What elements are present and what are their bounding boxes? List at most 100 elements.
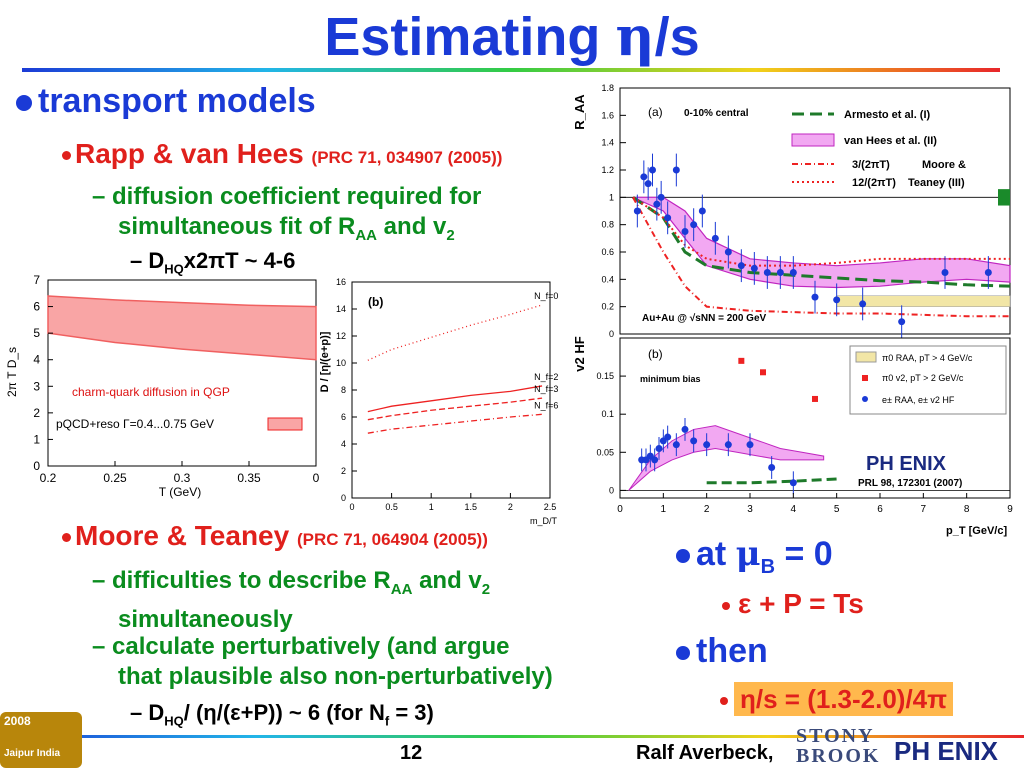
data-point [737, 262, 745, 270]
difficulty-text: – difficulties to describe RAA and v2 si… [92, 567, 491, 633]
y-tick-label: 10 [336, 358, 346, 368]
norm-box [998, 189, 1010, 206]
panel-label: (a) [648, 105, 663, 119]
bullet-rapp: Rapp & van Hees (PRC 71, 034907 (2005)) [62, 138, 502, 170]
pi0-v2-point [738, 357, 745, 364]
y-tick-label: 12 [336, 331, 346, 341]
x-tick-label: 0.5 [385, 502, 398, 512]
data-point [724, 441, 732, 449]
legend-label: pQCD+reso Γ=0.4...0.75 GeV [56, 417, 214, 431]
data-point [724, 248, 732, 256]
conference-logo: 2008 Jaipur India [0, 712, 82, 768]
data-point [789, 479, 797, 487]
legend-vanhees-swatch [791, 133, 835, 147]
panel-label: (b) [648, 347, 663, 361]
legend-label: 3/(2πT) [852, 159, 890, 171]
bullet-at-mu: at μB = 0 [676, 534, 833, 579]
collision-label: Au+Au @ √sNN = 200 GeV [642, 313, 767, 324]
series-label: N_f=2 [534, 372, 558, 382]
x-axis-label: T (GeV) [159, 485, 201, 499]
data-point [664, 214, 672, 222]
legend-label: Moore & [922, 159, 966, 171]
y-tick-label: 0.6 [601, 247, 614, 257]
series-label: N_f=6 [534, 400, 558, 410]
bullet-icon [62, 533, 71, 543]
page-number: 12 [400, 742, 423, 764]
series-line [367, 413, 543, 434]
y-tick-label: 6 [33, 300, 40, 314]
diffusion-text: – diffusion coefficient required for sim… [92, 183, 482, 244]
data-point [644, 180, 652, 188]
x-tick-label: 8 [964, 504, 970, 515]
data-point [711, 234, 719, 242]
legend-swatch [267, 417, 303, 431]
data-point [664, 433, 672, 441]
author-name: Ralf Averbeck, [636, 742, 774, 764]
bullet-icon [722, 601, 730, 610]
data-point [763, 269, 771, 276]
phenix-logo: PH ENIX [866, 453, 947, 475]
legend-label: Teaney (III) [908, 177, 965, 189]
bullet-icon [62, 151, 71, 161]
y-tick-label: 0.4 [601, 274, 614, 284]
y-tick-label: 4 [33, 353, 40, 367]
reference-label: PRL 98, 172301 (2007) [858, 478, 962, 489]
y-tick-label: 0.05 [596, 447, 614, 457]
x-axis-label: m_D/T [530, 516, 558, 526]
panel-label: (b) [368, 295, 383, 309]
y-tick-label: 3 [33, 379, 40, 393]
y-tick-label: 0 [341, 493, 346, 503]
y-tick-label: 14 [336, 304, 346, 314]
data-point [698, 207, 706, 215]
data-point [833, 296, 841, 304]
data-point [811, 293, 819, 301]
y-tick-label: 2 [33, 406, 40, 420]
series-line [367, 397, 543, 421]
series-line [367, 385, 543, 413]
y-tick-label: 1.4 [601, 138, 614, 148]
y-tick-label: 8 [341, 385, 346, 395]
series-label: N_f=0 [534, 291, 558, 301]
data-point [681, 425, 689, 433]
data-point [690, 221, 698, 229]
y-tick-label: 6 [341, 412, 346, 422]
legend-label: π0 v2, pT > 2 GeV/c [882, 373, 964, 383]
legend-swatch [862, 375, 868, 381]
legend-label: van Hees et al. (II) [844, 135, 937, 147]
bullet-then: then [676, 632, 768, 671]
x-tick-label: 0.35 [237, 471, 261, 485]
y-tick-label: 2 [341, 466, 346, 476]
y-axis-label: D / [η/(e+p)] [319, 331, 331, 392]
x-tick-label: 0 [617, 504, 623, 515]
y-tick-label: 0.2 [601, 302, 614, 312]
x-tick-label: 4 [791, 504, 797, 515]
series-line [367, 304, 543, 361]
dhq-text: – DHQx2πT ~ 4-6 [130, 248, 296, 277]
bullet-moore: Moore & Teaney (PRC 71, 064904 (2005)) [62, 520, 488, 552]
dhq2-text: – DHQ/ (η/(ε+P)) ~ 6 (for Nf = 3) [130, 700, 434, 729]
data-point [859, 300, 867, 308]
y-tick-label: 0 [33, 459, 40, 473]
data-point [672, 441, 680, 449]
data-point [649, 166, 656, 174]
y-tick-label: 1 [609, 192, 614, 202]
x-tick-label: 0.25 [103, 471, 127, 485]
footer-rule [0, 735, 1024, 738]
result-highlight: η/s = (1.3-2.0)/4π [734, 682, 954, 716]
data-point [941, 269, 949, 276]
data-point [746, 441, 754, 449]
x-tick-label: 1 [661, 504, 667, 515]
x-tick-label: 0 [349, 502, 354, 512]
y-axis-label: v2 HF [572, 336, 587, 371]
legend-label: Armesto et al. (I) [844, 109, 931, 121]
bullet-eps: ε + P = Ts [722, 588, 864, 620]
x-tick-label: 1.5 [465, 502, 478, 512]
y-tick-label: 4 [341, 439, 346, 449]
data-point [789, 269, 797, 276]
data-point [898, 318, 906, 326]
y-tick-label: 7 [33, 273, 40, 287]
slide-title: Estimating η/s [324, 4, 700, 68]
bullet-icon [16, 95, 32, 112]
x-tick-label: 0.2 [40, 471, 57, 485]
annotation: charm-quark diffusion in QGP [72, 385, 230, 399]
